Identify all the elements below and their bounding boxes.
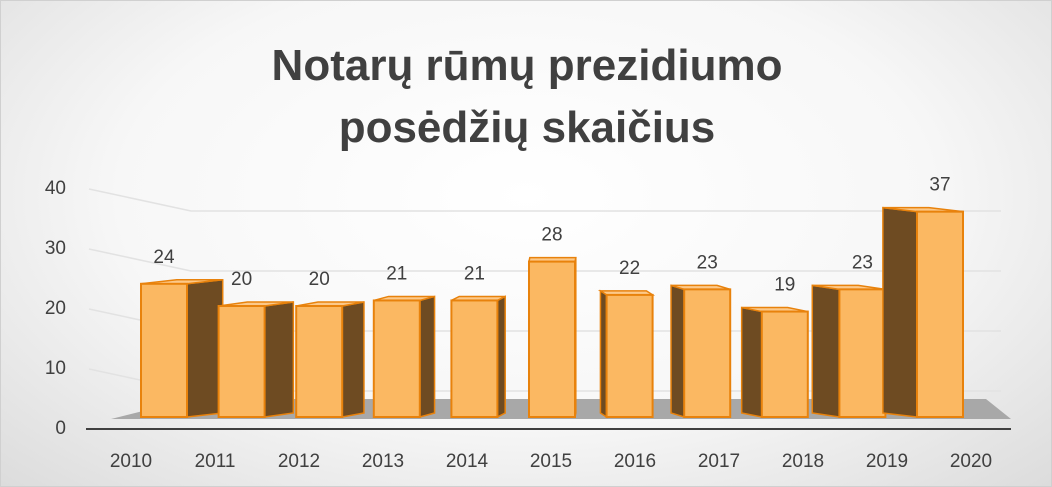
bar — [760, 310, 809, 418]
bar-side — [670, 284, 685, 419]
bar-side — [811, 284, 841, 418]
x-tick-label: 2019 — [866, 451, 908, 472]
bar — [295, 305, 344, 418]
bar — [217, 305, 266, 418]
value-label: 21 — [464, 263, 485, 284]
y-tick-label: 10 — [45, 358, 66, 379]
x-tick-label: 2010 — [110, 451, 152, 472]
value-label: 37 — [929, 175, 950, 196]
value-label: 21 — [386, 263, 407, 284]
value-label: 24 — [153, 247, 175, 268]
bar — [140, 282, 188, 418]
value-label: 19 — [774, 275, 795, 296]
value-label: 22 — [619, 258, 640, 279]
x-tick-label: 2015 — [530, 451, 572, 472]
x-tick-label: 2013 — [362, 451, 404, 472]
bar-side — [882, 206, 918, 418]
bar-side — [740, 306, 763, 418]
x-tick-label: 2017 — [698, 451, 740, 472]
bar-side — [263, 301, 295, 418]
x-tick-label: 2011 — [195, 451, 236, 472]
value-label: 20 — [231, 269, 252, 290]
bar-side — [341, 301, 365, 418]
value-label: 28 — [541, 225, 562, 246]
y-tick-label: 0 — [55, 418, 66, 439]
bar-side — [186, 278, 224, 418]
bar — [528, 260, 576, 418]
value-label: 23 — [697, 252, 718, 273]
bar-side — [419, 295, 436, 418]
value-label: 20 — [309, 269, 330, 290]
bar — [450, 299, 499, 419]
x-tick-label: 2016 — [614, 451, 656, 472]
y-tick-label: 30 — [45, 238, 66, 259]
bar-side — [496, 295, 506, 419]
value-label: 23 — [852, 252, 873, 273]
x-tick-label: 2020 — [950, 451, 992, 472]
y-tick-label: 20 — [45, 298, 66, 319]
chart-title: Notarų rūmų prezidiumo posėdžių skaičius — [271, 41, 783, 152]
bar — [838, 288, 887, 419]
bar — [605, 293, 654, 418]
x-tick-label: 2012 — [278, 451, 320, 472]
y-tick-label: 40 — [45, 178, 66, 199]
grid-line — [88, 248, 1001, 272]
bar — [683, 288, 732, 419]
bar — [916, 210, 964, 418]
x-tick-label: 2018 — [782, 451, 824, 472]
grid-line — [88, 188, 1001, 212]
bar — [372, 299, 421, 419]
x-tick-label: 2014 — [446, 451, 489, 472]
